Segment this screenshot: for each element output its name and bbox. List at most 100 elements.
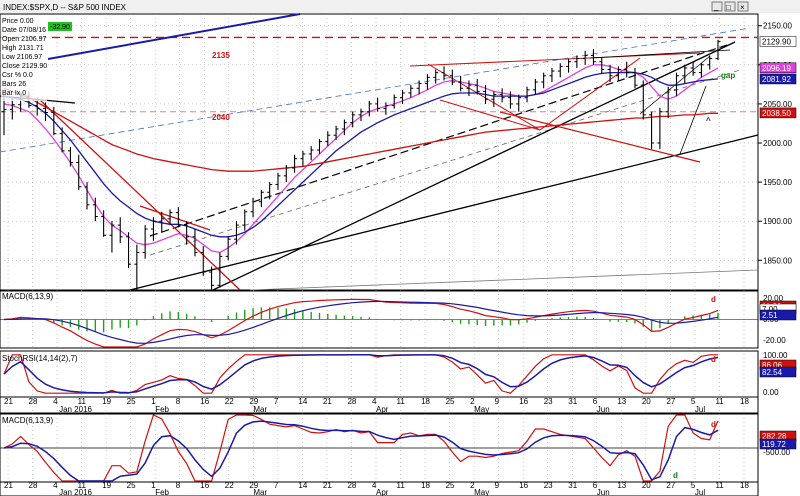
price-bar	[698, 63, 704, 78]
minimize-button[interactable]	[711, 1, 723, 12]
date-tick-label: 13	[617, 397, 626, 406]
price-bar	[275, 172, 281, 190]
price-bar	[582, 50, 588, 65]
svg-text:2081.92: 2081.92	[762, 75, 791, 84]
level-2040-label: 2040	[212, 113, 230, 122]
date-tick-label: 28	[347, 481, 356, 490]
price-bar	[358, 108, 364, 122]
svg-text:119.72: 119.72	[762, 440, 786, 449]
price-bar	[142, 225, 148, 259]
panel-tick-label: 100.00	[763, 351, 788, 360]
stoch-title: StochRSI(14,14(2),7)	[2, 354, 78, 363]
date-tick-label: 11	[78, 397, 87, 406]
price-bar	[400, 89, 406, 104]
date-tick-label: 7	[274, 397, 279, 406]
price-bar	[250, 197, 256, 218]
price-tick-label: 1850.00	[763, 256, 792, 265]
price-bar	[566, 58, 572, 73]
price-bars	[1, 39, 721, 290]
price-bar	[192, 229, 198, 257]
date-tick-label: 29	[249, 397, 258, 406]
trendline	[47, 13, 301, 60]
info-line: Low 2106.97	[2, 54, 42, 61]
svg-text:82.54: 82.54	[762, 368, 783, 377]
month-label: Jan 2016	[59, 405, 92, 414]
date-tick-label: 25	[127, 481, 136, 490]
price-bar	[491, 91, 497, 108]
info-line: High 2131.71	[2, 45, 44, 52]
svg-text:7.00: 7.00	[762, 305, 778, 314]
trendline	[427, 63, 541, 131]
price-bar	[649, 111, 655, 150]
trendline	[679, 85, 707, 155]
date-tick-label: 28	[347, 397, 356, 406]
price-bar	[391, 94, 397, 109]
maximize-icon: □	[726, 3, 731, 12]
date-tick-label: 20	[642, 397, 651, 406]
date-tick-label: 2	[470, 481, 475, 490]
svg-text:2096.19: 2096.19	[762, 64, 791, 73]
month-label: Jun	[597, 405, 610, 414]
date-tick-label: 4	[372, 481, 377, 490]
price-bar	[483, 85, 489, 104]
trendline	[39, 99, 241, 291]
price-bar	[690, 61, 696, 76]
moving-average-line-2	[3, 71, 719, 238]
date-tick-label: 27	[666, 481, 675, 490]
date-tick-label: 22	[225, 397, 234, 406]
trendline	[129, 134, 759, 291]
date-tick-label: 22	[225, 481, 234, 490]
price-bar	[43, 102, 49, 122]
price-bar	[200, 246, 206, 276]
price-bar	[134, 244, 140, 290]
trendline	[589, 49, 731, 59]
svg-text:2129.90: 2129.90	[762, 37, 791, 46]
price-bar	[557, 63, 563, 78]
date-tick-label: 13	[617, 481, 626, 490]
price-bar	[441, 66, 447, 81]
price-bar	[715, 39, 721, 61]
date-tick-label: 19	[102, 397, 111, 406]
price-tick-label: 1950.00	[763, 178, 792, 187]
date-tick-label: 11	[397, 397, 406, 406]
price-bar	[258, 189, 264, 208]
date-tick-label: 4	[372, 397, 377, 406]
date-tick-label: 1	[151, 481, 156, 490]
price-bar	[375, 97, 381, 112]
date-tick-label: 9	[495, 481, 500, 490]
price-bar	[233, 221, 239, 245]
price-bar	[150, 217, 156, 241]
trendline	[149, 69, 741, 256]
price-bar	[101, 210, 107, 237]
value-badge: 2081.92	[759, 73, 797, 85]
window-controls: _ □ ×	[711, 1, 749, 12]
date-tick-label: 6	[593, 397, 598, 406]
gap-label: gap	[721, 71, 735, 80]
date-tick-label: 21	[4, 481, 13, 490]
price-bar	[117, 217, 123, 244]
date-tick-label: 7	[274, 481, 279, 490]
value-badge: 82.54	[759, 366, 797, 378]
price-bar	[209, 266, 215, 290]
info-line: Date 07/08/16	[2, 27, 46, 34]
svg-text:282.28: 282.28	[762, 432, 787, 441]
price-bar	[67, 146, 73, 167]
price-bar	[84, 182, 90, 210]
month-label: Feb	[155, 405, 169, 414]
maximize-button[interactable]	[724, 1, 736, 12]
month-label: Apr	[376, 405, 389, 414]
price-bar	[92, 197, 98, 222]
price-bar	[532, 78, 538, 95]
price-bar	[167, 209, 173, 226]
value-badge: 2129.90	[759, 36, 797, 47]
macd2-d-label: d	[711, 420, 716, 429]
date-tick-label: 16	[519, 481, 528, 490]
trendline	[499, 111, 701, 163]
price-bar	[524, 86, 530, 103]
price-bar	[590, 49, 596, 65]
price-bar	[433, 69, 439, 84]
close-button[interactable]	[737, 1, 749, 12]
price-bar	[424, 74, 430, 90]
price-bar	[159, 211, 165, 233]
price-bar	[507, 91, 513, 109]
